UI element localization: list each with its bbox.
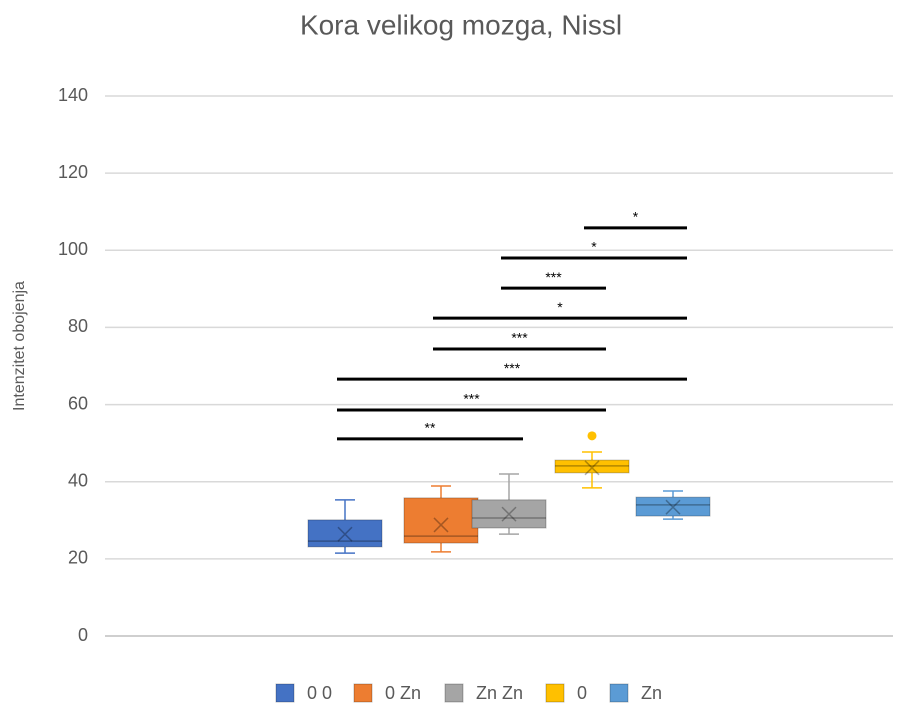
legend-label: Zn Zn	[476, 683, 523, 703]
legend-label: 0 Zn	[385, 683, 421, 703]
y-tick-label: 120	[58, 162, 88, 182]
y-tick-label: 80	[68, 316, 88, 336]
significance-label: ***	[545, 269, 562, 285]
mean-marker	[337, 526, 353, 542]
legend-label: 0	[577, 683, 587, 703]
y-tick-label: 40	[68, 470, 88, 490]
legend-swatch	[444, 683, 464, 703]
y-tick-label: 0	[78, 625, 88, 645]
significance-label: ***	[511, 330, 528, 346]
legend-label: Zn	[641, 683, 662, 703]
significance-label: ***	[504, 360, 521, 376]
mean-marker	[584, 460, 600, 476]
y-axis-label: Intenzitet obojenja	[11, 281, 28, 411]
mean-marker	[665, 499, 681, 515]
legend-label: 0 0	[307, 683, 332, 703]
mean-marker	[501, 506, 517, 522]
significance-label: **	[425, 420, 436, 436]
legend-swatch	[353, 683, 373, 703]
y-tick-label: 140	[58, 85, 88, 105]
outlier	[587, 431, 597, 441]
chart-title: Kora velikog mozga, Nissl	[300, 9, 622, 40]
significance-label: ***	[463, 391, 480, 407]
y-tick-label: 100	[58, 239, 88, 259]
significance-label: *	[591, 239, 597, 255]
y-tick-label: 20	[68, 548, 88, 568]
box	[635, 496, 711, 517]
legend-swatch	[545, 683, 565, 703]
legend-swatch	[609, 683, 629, 703]
significance-label: *	[633, 209, 639, 225]
significance-label: *	[557, 299, 563, 315]
mean-marker	[433, 517, 449, 533]
box	[471, 499, 547, 529]
box	[554, 459, 630, 474]
y-tick-label: 60	[68, 393, 88, 413]
box	[307, 519, 383, 548]
legend-swatch	[275, 683, 295, 703]
box	[403, 497, 479, 544]
